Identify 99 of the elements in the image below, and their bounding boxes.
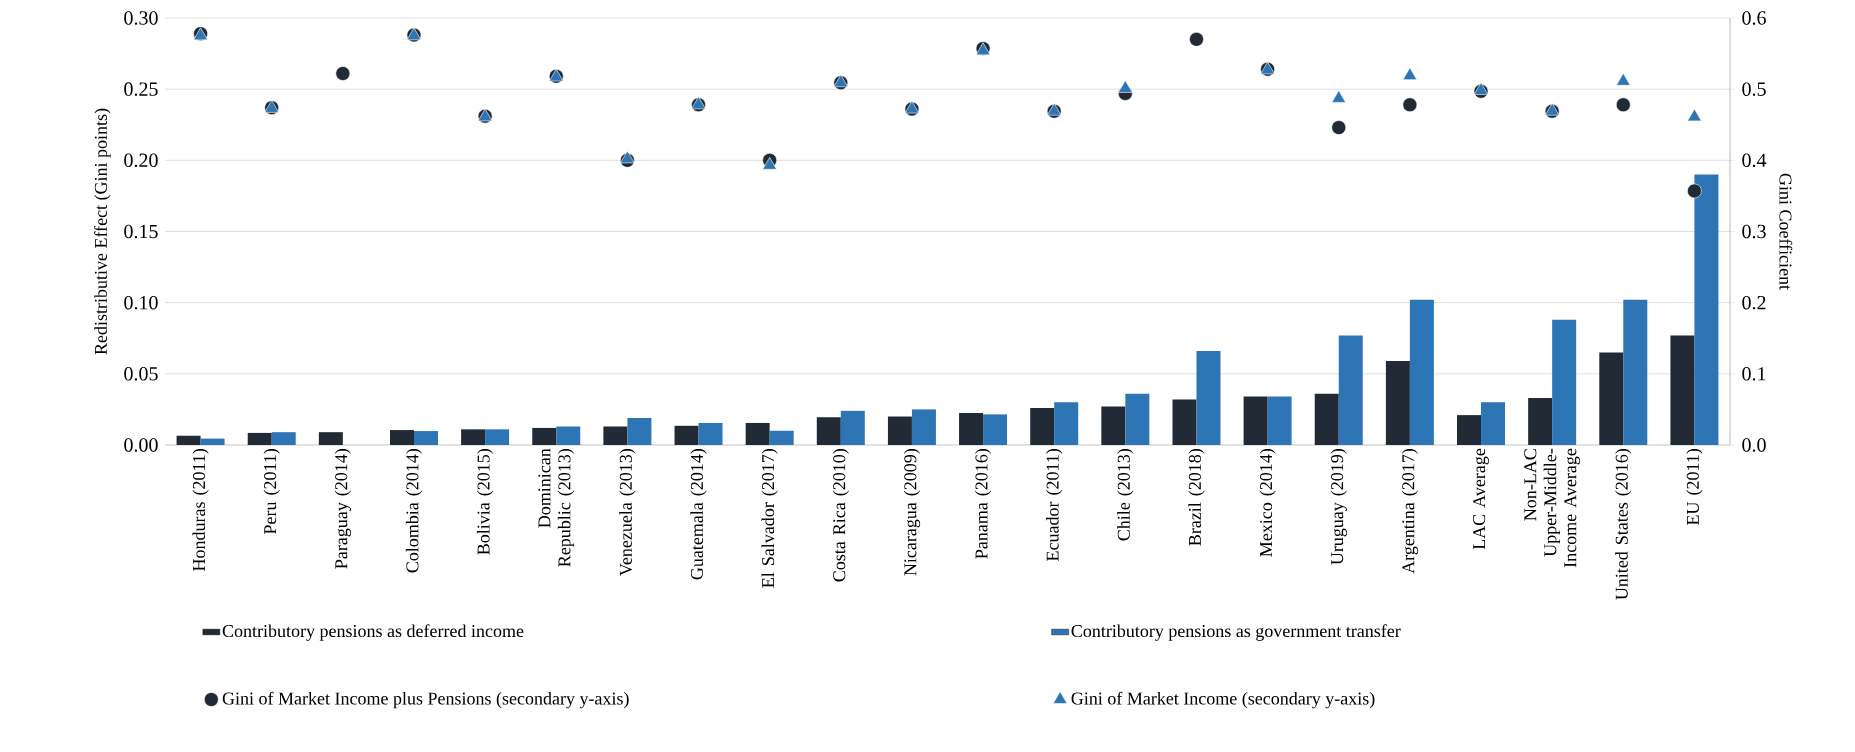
bar	[911, 409, 936, 445]
bar	[840, 410, 865, 445]
y-tick-label: 0.25	[124, 82, 158, 96]
point	[1118, 80, 1133, 93]
y2-tick-label: 0.6	[1742, 11, 1766, 25]
bar	[200, 438, 225, 445]
y2-tick-label: 0.3	[1742, 224, 1766, 239]
bar	[1101, 406, 1126, 445]
y-tick-label: 0.20	[124, 153, 158, 168]
bar	[1243, 396, 1268, 445]
bar	[247, 432, 272, 445]
x-tick-label: United States (2016)	[1615, 448, 1632, 600]
y-axis-title: Redistributive Effect (Gini points)	[94, 108, 111, 355]
legend-label: Contributory pensions as deferred income	[222, 624, 524, 641]
bar	[959, 412, 984, 445]
y2-tick-label: 0.5	[1742, 82, 1766, 96]
bar	[1481, 402, 1506, 445]
y-tick-label: 0.00	[124, 438, 158, 452]
y2-tick-label: 0.4	[1742, 153, 1767, 168]
bar	[485, 429, 510, 445]
y-tick-label: 0.10	[124, 295, 158, 310]
bar	[627, 417, 652, 445]
legend-label: Gini of Market Income plus Pensions (secondary y-axis)	[222, 691, 629, 709]
bar	[674, 425, 699, 445]
point	[1331, 90, 1346, 103]
bar	[1599, 352, 1624, 445]
bar	[413, 431, 438, 445]
bar	[1385, 361, 1410, 445]
x-tick-label: Peru (2011)	[263, 448, 280, 534]
x-tick-label: Bolivia (2015)	[476, 448, 494, 555]
x-tick-label: Mexico (2014)	[1259, 448, 1276, 557]
bar	[556, 426, 581, 445]
point	[1189, 32, 1204, 47]
bar	[389, 430, 414, 445]
bar	[698, 422, 723, 445]
x-tick-label: EU (2011)	[1686, 448, 1703, 525]
x-tick-label: El Salvador (2017)	[761, 448, 778, 588]
y2-tick-label: 0.0	[1742, 438, 1766, 452]
x-tick-label: Ecuador (2011)	[1046, 448, 1063, 561]
point	[1687, 108, 1702, 122]
point	[1473, 82, 1489, 95]
bar	[1314, 393, 1339, 445]
y-tick-label: 0.30	[124, 11, 158, 25]
bar	[1267, 396, 1292, 445]
x-tick-label: Colombia (2014)	[405, 448, 423, 573]
x-tick-label: Guatemala (2014)	[690, 448, 707, 580]
legend-label: Contributory pensions as government transfer	[1071, 624, 1401, 641]
y2-tick-label: 0.2	[1742, 295, 1766, 310]
bar	[1670, 335, 1695, 445]
point	[620, 150, 635, 164]
bar	[769, 430, 794, 445]
bar	[1552, 319, 1577, 445]
x-tick-label: Non-LAC Upper-Middle-Income Average	[1524, 448, 1581, 568]
bar	[1054, 402, 1079, 445]
bar	[887, 416, 912, 445]
bar	[461, 429, 486, 445]
bar	[271, 432, 296, 445]
point	[1616, 73, 1631, 86]
bar	[318, 432, 343, 445]
bar	[1457, 415, 1482, 445]
bar	[1125, 393, 1150, 445]
bar	[745, 422, 770, 445]
bar	[1172, 399, 1197, 445]
point	[1687, 183, 1702, 199]
y-tick-label: 0.05	[124, 367, 158, 381]
bar	[532, 427, 557, 445]
point	[1331, 120, 1347, 135]
point	[1402, 67, 1418, 80]
point	[335, 66, 351, 81]
x-tick-label: Nicaragua (2009)	[903, 448, 921, 576]
x-tick-label: Honduras (2011)	[192, 448, 209, 571]
bar	[1528, 398, 1553, 445]
x-tick-label: Brazil (2018)	[1188, 448, 1205, 546]
bar	[1338, 335, 1363, 445]
x-tick-label: Costa Rica (2010)	[832, 448, 849, 582]
point	[762, 157, 777, 170]
bar	[603, 426, 628, 445]
x-tick-label: LAC Average	[1473, 448, 1489, 550]
bar	[1694, 174, 1719, 445]
x-tick-label: Chile (2013)	[1117, 448, 1134, 541]
x-tick-label: Venezuela (2013)	[619, 448, 636, 576]
bar	[816, 417, 841, 445]
legend-label: Gini of Market Income (secondary y-axis)	[1071, 691, 1375, 709]
y-tick-label: 0.15	[124, 224, 158, 239]
y2-axis-title: Gini Coefficient	[1779, 173, 1793, 290]
bar	[1409, 299, 1434, 445]
x-tick-label: Uruguay (2019)	[1330, 449, 1347, 565]
bar	[1196, 351, 1221, 445]
bar	[983, 414, 1008, 445]
point	[1615, 97, 1631, 113]
bar	[1030, 407, 1055, 445]
x-tick-label: Paraguay (2014)	[334, 448, 352, 569]
bar	[176, 435, 201, 445]
y2-tick-label: 0.1	[1742, 367, 1766, 381]
bar	[1623, 299, 1648, 445]
x-tick-label: Panama (2016)	[974, 448, 992, 559]
point	[1402, 97, 1418, 113]
x-tick-label: Argentina (2017)	[1401, 448, 1419, 574]
x-tick-label: Dominican Republic (2013)	[538, 448, 575, 567]
